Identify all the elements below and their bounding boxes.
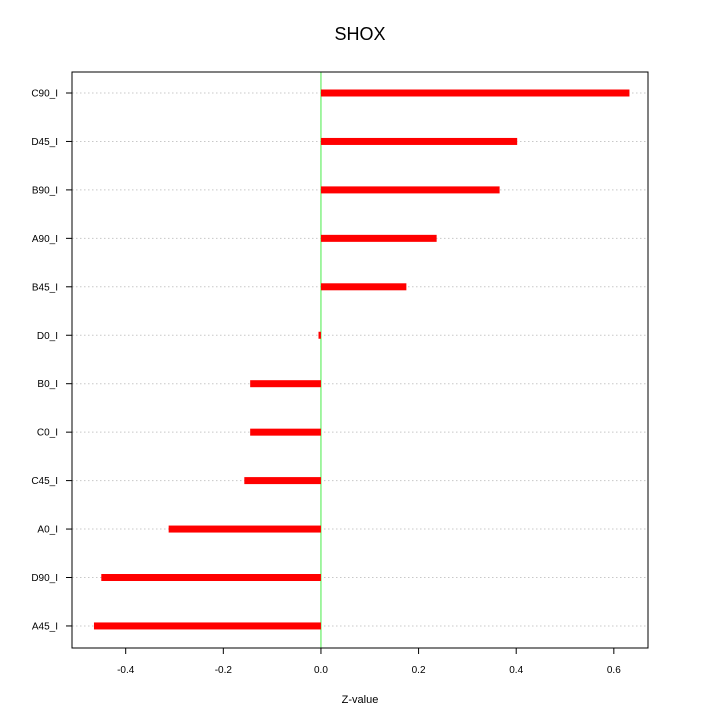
category-label-b0-i: B0_I [37,379,58,390]
x-axis: -0.4 -0.2 0.0 0.2 0.4 0.6 [117,648,621,676]
bar-a90-i [320,234,437,242]
bar-d0-i [318,331,321,339]
category-label-c45-i: C45_I [31,476,58,487]
bar-d45-i [320,137,518,145]
x-tick-label: 0.6 [607,665,621,676]
category-label-c0-i: C0_I [37,428,58,439]
bar-b90-i [320,186,500,194]
x-tick-label: -0.4 [117,665,135,676]
x-tick-label: -0.2 [215,665,233,676]
category-label-d90-i: D90_I [31,573,58,584]
chart-title: SHOX [334,24,385,44]
bar-c0-i [250,428,321,436]
x-tick-label: 0.0 [314,665,328,676]
bar-a0-i [168,525,321,533]
category-label-d45-i: D45_I [31,137,58,148]
bar-d90-i [101,574,321,581]
bar-c90-i [320,89,630,97]
x-axis-label: Z-value [342,694,379,706]
category-label-d0-i: D0_I [37,331,58,342]
y-axis: C90_I D45_I B90_I A90_I B45_I D0_I B0_I C0_I C45… [31,89,72,632]
bar-c45-i [244,477,321,485]
x-tick-label: 0.2 [412,665,426,676]
plot-frame [71,71,649,649]
bar-a45-i [93,622,321,630]
category-label-c90-i: C90_I [31,89,58,100]
category-label-a90-i: A90_I [32,234,58,245]
bar-b0-i [250,380,321,388]
grid-lines [72,92,648,627]
category-label-a45-i: A45_I [32,621,58,632]
x-tick-label: 0.4 [509,665,523,676]
bars [93,89,630,630]
category-label-b45-i: B45_I [32,282,58,293]
bar-b45-i [320,283,407,291]
category-label-b90-i: B90_I [32,185,58,196]
category-label-a0-i: A0_I [37,525,58,536]
